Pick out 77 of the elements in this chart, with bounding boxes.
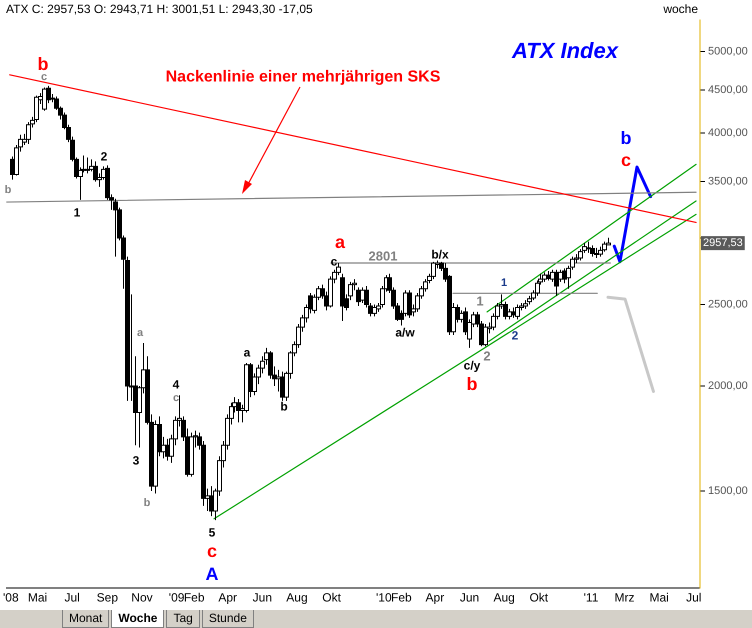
x-tick-label: Aug [286, 590, 308, 605]
annotation: 2 [100, 149, 108, 164]
candlestick [280, 371, 285, 402]
x-tick-label: Okt [529, 590, 549, 605]
x-tick-label: '11 [584, 590, 599, 605]
annotation: 2 [512, 328, 519, 342]
annotation: a [334, 232, 346, 252]
candlestick [340, 273, 345, 322]
annotation: 2801 [368, 248, 398, 264]
candlestick [153, 420, 158, 494]
candlestick [515, 304, 520, 320]
x-tick-label: Jun [252, 590, 272, 605]
annotation: 1 [500, 277, 508, 290]
text: woche [663, 2, 698, 16]
x-tick-label: Mai [649, 590, 669, 605]
x-tick-label: Apr [218, 590, 238, 605]
annotation: 1 [74, 205, 81, 220]
y-tick-label: 4500,00 [708, 84, 748, 96]
annotation: b [620, 128, 632, 148]
x-tick-label: Nov [131, 590, 153, 605]
x-tick-label: Sep [96, 590, 118, 605]
annotation: 3 [132, 453, 140, 468]
y-tick-label: 1500,00 [708, 485, 748, 498]
text: Monat [62, 610, 110, 628]
x-tick-label: Jul [64, 590, 80, 605]
candlestick [407, 290, 412, 318]
y-tick-label: 4000,00 [708, 126, 748, 139]
annotation: Nackenlinie einer mehrjährigen SKS [166, 68, 441, 86]
x-tick-label: '10 [376, 590, 392, 605]
candlestick [42, 87, 47, 112]
candlestick [554, 269, 559, 296]
x-tick-label: Jul [686, 590, 702, 605]
text: ATX Index [512, 38, 618, 64]
y-tick-label: 3500,00 [708, 176, 748, 188]
annotation: b/x [431, 247, 449, 262]
annotation: c [330, 254, 338, 268]
x-tick-label: Mai [28, 590, 48, 605]
annotation: c [206, 540, 218, 561]
y-tick-label: 2500,00 [708, 298, 748, 311]
annotation: c [620, 150, 632, 170]
candlestick [209, 486, 214, 517]
annotation: a [244, 345, 251, 360]
annotation: 2 [483, 348, 491, 364]
text: Tag [166, 610, 200, 628]
x-tick-label: Okt [322, 590, 342, 605]
x-tick-label: Jun [460, 590, 480, 605]
candlestick [431, 261, 436, 280]
annotation: a/w [395, 325, 416, 340]
annotation: c [172, 392, 180, 404]
text: Stunde [202, 610, 254, 628]
candlestick [483, 324, 488, 347]
x-tick-label: Feb [184, 590, 205, 605]
candlestick [360, 286, 365, 304]
y-tick-label: 5000,00 [708, 45, 748, 58]
annotation: b [466, 374, 478, 394]
x-tick-label: Apr [426, 590, 444, 605]
annotation: 1 [476, 294, 484, 309]
annotation: b [280, 399, 288, 414]
annotation: b [144, 497, 151, 510]
candlestick [189, 432, 194, 478]
annotation: A [206, 564, 218, 584]
annotation: 4 [172, 377, 180, 392]
annotation: a [136, 327, 144, 340]
x-tick-label: '08 [3, 590, 19, 605]
annotation: c/y [464, 358, 481, 372]
annotation: c [40, 71, 48, 84]
annotation: b [38, 54, 48, 74]
annotation: 2957,53 [703, 237, 743, 250]
x-tick-label: Aug [493, 590, 515, 605]
annotation: 5 [208, 525, 216, 540]
annotation: b [4, 184, 12, 196]
chart-subtitle: ATX C: 2957,53 O: 2943,71 H: 3001,51 L: 2943,30 -17,05 [6, 2, 313, 16]
x-tick-label: Feb [391, 590, 412, 605]
y-tick-label: 2000,00 [708, 380, 748, 392]
x-tick-label: '09 [168, 590, 185, 605]
text: Woche [111, 610, 164, 628]
x-tick-label: Mrz [614, 590, 634, 605]
